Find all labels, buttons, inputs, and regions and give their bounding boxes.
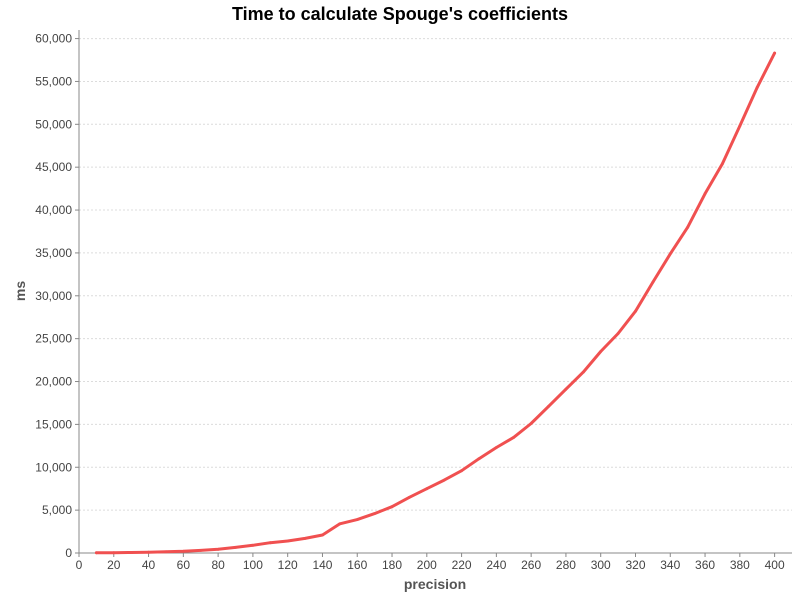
y-tick-label: 30,000: [35, 289, 72, 303]
data-point: [321, 533, 324, 537]
x-axis-label: precision: [404, 576, 466, 592]
x-tick-label: 360: [695, 558, 715, 572]
x-tick-label: 260: [521, 558, 541, 572]
data-point: [129, 551, 133, 554]
series-line: [94, 51, 777, 555]
data-point: [286, 539, 290, 543]
x-tick-label: 320: [625, 558, 645, 572]
data-point: [95, 551, 98, 555]
grid: [79, 38, 792, 511]
data-point: [529, 422, 533, 425]
y-tick-label: 15,000: [35, 417, 72, 431]
y-tick-label: 20,000: [35, 375, 72, 389]
data-point: [721, 162, 724, 166]
data-point: [199, 549, 203, 552]
data-point: [634, 309, 637, 313]
x-tick-label: 340: [660, 558, 680, 572]
y-tick-label: 50,000: [35, 117, 72, 131]
x-tick-label: 180: [382, 558, 402, 572]
data-point: [442, 478, 446, 482]
y-tick-label: 45,000: [35, 160, 72, 174]
data-point: [477, 457, 481, 461]
x-tick-label: 380: [730, 558, 750, 572]
x-tick-label: 140: [312, 558, 332, 572]
data-point: [686, 225, 690, 229]
x-tick-label: 240: [486, 558, 506, 572]
y-tick-label: 5,000: [42, 503, 72, 517]
y-tick-label: 60,000: [35, 32, 72, 46]
x-tick-label: 300: [591, 558, 611, 572]
chart-title: Time to calculate Spouge's coefficients: [232, 4, 568, 24]
x-tick-label: 280: [556, 558, 576, 572]
data-point: [251, 543, 255, 547]
y-tick-label: 10,000: [35, 460, 72, 474]
x-tick-label: 20: [107, 558, 121, 572]
data-point: [773, 51, 776, 55]
data-point: [147, 550, 151, 554]
data-point: [181, 549, 185, 553]
y-ticks: 0 5,000 10,000 15,000 20,000 25,000 30,000 35,0…: [35, 32, 79, 560]
x-tick-label: 40: [142, 558, 156, 572]
data-point: [668, 252, 672, 256]
x-tick-label: 400: [765, 558, 785, 572]
x-tick-label: 200: [417, 558, 437, 572]
data-point: [268, 541, 272, 545]
x-tick-label: 120: [278, 558, 298, 572]
data-point: [373, 512, 376, 515]
y-tick-label: 55,000: [35, 74, 72, 88]
axes: [78, 30, 792, 554]
data-point: [616, 332, 620, 335]
x-tick-label: 80: [211, 558, 225, 572]
data-point: [651, 280, 655, 284]
data-point: [599, 350, 603, 353]
x-tick-label: 220: [452, 558, 472, 572]
data-point: [703, 192, 707, 196]
data-point: [112, 551, 116, 555]
data-point: [460, 469, 463, 473]
data-point: [355, 518, 359, 521]
data-point: [408, 495, 411, 499]
data-point: [495, 446, 498, 449]
data-point: [564, 387, 568, 391]
y-tick-label: 25,000: [35, 332, 72, 346]
data-point: [234, 546, 237, 549]
data-point: [512, 435, 516, 439]
x-tick-label: 160: [347, 558, 367, 572]
x-ticks: 0 20 40 60 80 100 120 140 160 180 200 220 240 260 280 3…: [76, 553, 785, 572]
data-point: [216, 547, 220, 551]
y-tick-label: 40,000: [35, 203, 72, 217]
data-point: [303, 537, 307, 540]
data-point: [425, 487, 429, 491]
y-tick-label: 0: [65, 546, 72, 560]
x-tick-label: 100: [243, 558, 263, 572]
data-point: [581, 370, 585, 374]
data-point: [164, 550, 168, 554]
x-tick-label: 60: [177, 558, 191, 572]
x-tick-label: 0: [76, 558, 83, 572]
data-point: [338, 522, 342, 526]
series: [94, 51, 777, 555]
y-axis-label: ms: [12, 281, 28, 301]
y-tick-label: 35,000: [35, 246, 72, 260]
data-point: [738, 124, 742, 128]
data-point: [390, 505, 394, 509]
data-point: [547, 405, 550, 408]
data-point: [755, 86, 759, 89]
